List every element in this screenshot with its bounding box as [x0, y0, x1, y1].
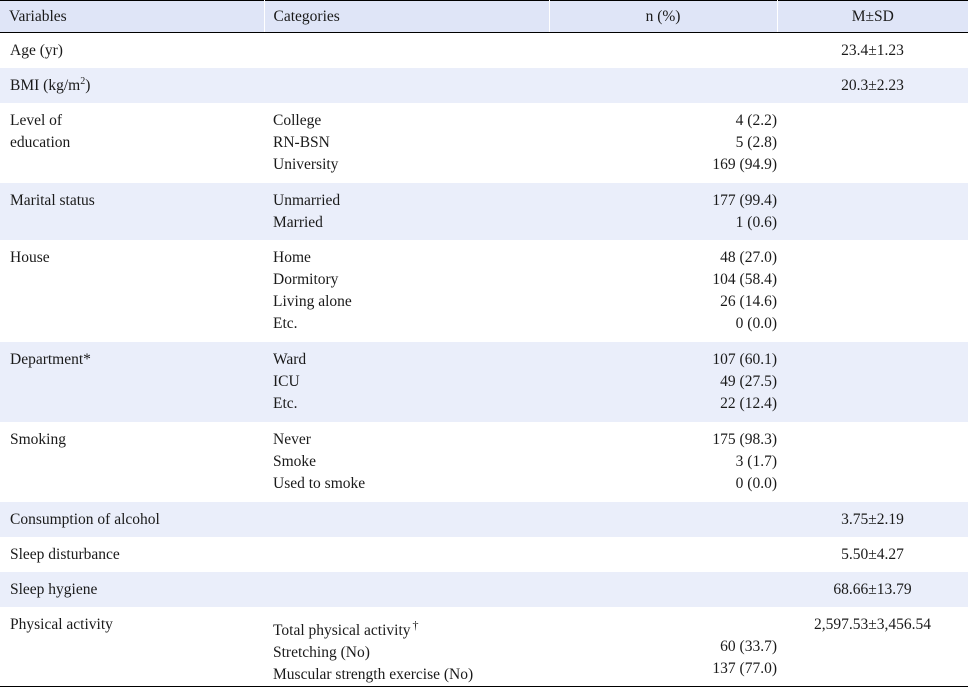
msd-cell	[777, 240, 968, 342]
table-row: Consumption of alcohol 3.75±2.19	[0, 501, 968, 537]
dagger-mark: †	[412, 617, 419, 632]
categories-cell	[264, 68, 549, 103]
categories-cell	[264, 502, 549, 537]
table-row: Sleep hygiene 68.66±13.79	[0, 571, 968, 607]
header-mean-sd: M±SD	[776, 0, 968, 33]
table-row: Smoking Never Smoke Used to smoke 175 (9…	[0, 422, 968, 502]
categories-cell	[264, 537, 549, 572]
header-variables: Variables	[0, 0, 264, 33]
table-row: Physical activity Total physical activit…	[0, 607, 968, 686]
variable-cell: Department*	[10, 350, 91, 368]
table-row: BMI (kg/m2) 20.3±2.23	[0, 67, 968, 103]
msd-cell	[777, 342, 968, 422]
n-cell	[549, 572, 777, 607]
variable-cell: Consumption of alcohol	[10, 510, 160, 528]
n-cell	[549, 33, 777, 68]
table-row: Sleep disturbance 5.50±4.27	[0, 537, 968, 572]
variable-cell: Smoking	[10, 430, 66, 448]
n-cell	[549, 502, 777, 537]
n-cell	[549, 537, 777, 572]
table-row: House Home Dormitory Living alone Etc. 4…	[0, 240, 968, 342]
variable-cell: BMI (kg/m2)	[10, 75, 91, 94]
header-categories: Categories	[263, 0, 549, 33]
table-bottom-rule	[0, 686, 968, 687]
msd-cell	[777, 422, 968, 502]
n-cell: 48 (27.0) 104 (58.4) 26 (14.6) 0 (0.0)	[712, 248, 777, 332]
categories-cell	[264, 33, 549, 68]
variable-cell: House	[10, 248, 50, 266]
msd-cell: 3.75±2.19	[841, 510, 904, 528]
table-row: Department* Ward ICU Etc. 107 (60.1) 49 …	[0, 341, 968, 422]
n-cell: 107 (60.1) 49 (27.5) 22 (12.4)	[712, 350, 777, 412]
variable-cell: Marital status	[10, 191, 95, 209]
n-cell: 60 (33.7) 137 (77.0)	[712, 637, 777, 677]
categories-cell: Total physical activity † Stretching (No)…	[273, 617, 474, 683]
categories-cell	[264, 572, 549, 607]
categories-cell: College RN-BSN University	[273, 111, 339, 173]
header-row: Variables Categories n (%) M±SD	[0, 0, 968, 33]
variable-cell: Age (yr)	[10, 42, 63, 59]
categories-cell: Ward ICU Etc.	[273, 350, 307, 412]
categories-cell: Unmarried Married	[273, 191, 341, 231]
msd-cell	[777, 183, 968, 240]
categories-cell: Home Dormitory Living alone Etc.	[273, 248, 352, 332]
variable-cell: Level of education	[10, 111, 71, 151]
variable-cell: Sleep hygiene	[10, 580, 98, 598]
msd-cell: 68.66±13.79	[833, 580, 912, 598]
table-row: Age (yr) 23.4±1.23	[0, 33, 968, 68]
msd-cell: 5.50±4.27	[841, 545, 904, 563]
msd-cell: 23.4±1.23	[841, 42, 904, 59]
msd-cell	[777, 103, 968, 183]
n-cell	[549, 68, 777, 103]
n-cell: 177 (99.4) 1 (0.6)	[712, 191, 777, 231]
table-row: Marital status Unmarried Married 177 (99…	[0, 182, 968, 240]
variable-cell: Sleep disturbance	[10, 545, 120, 563]
msd-cell: 2,597.53±3,456.54	[813, 615, 931, 633]
categories-cell: Never Smoke Used to smoke	[273, 430, 366, 492]
n-cell: 175 (98.3) 3 (1.7) 0 (0.0)	[712, 430, 777, 492]
header-n-percent: n (%)	[548, 0, 777, 33]
variable-cell: Physical activity	[10, 615, 113, 633]
n-cell: 4 (2.2) 5 (2.8) 169 (94.9)	[712, 111, 777, 173]
msd-cell: 20.3±2.23	[841, 76, 904, 94]
table-row: Level of education College RN-BSN Univer…	[0, 103, 968, 183]
